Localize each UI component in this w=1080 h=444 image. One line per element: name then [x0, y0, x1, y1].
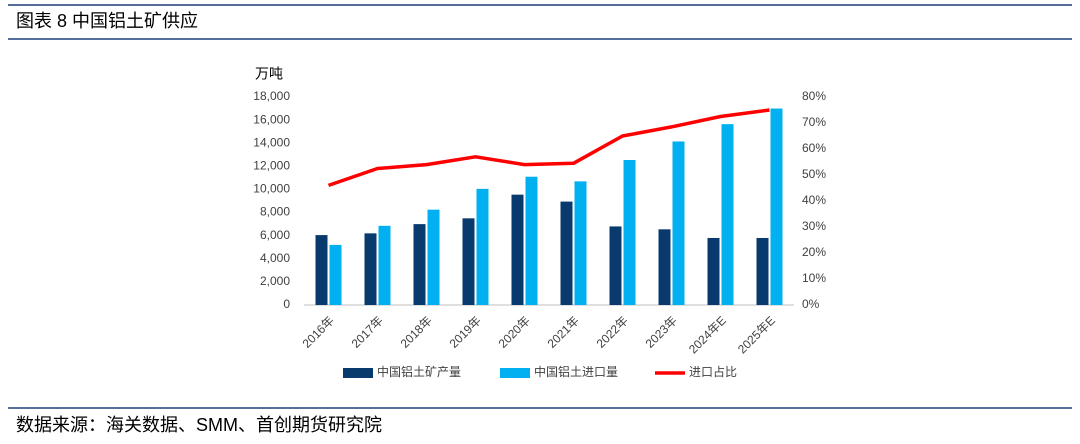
- legend-swatch: [343, 368, 373, 378]
- bar: [658, 229, 671, 305]
- legend-label: 中国铝土矿产量: [377, 364, 461, 379]
- bar: [476, 188, 489, 305]
- y-axis-label: 万吨: [255, 66, 283, 82]
- bar: [511, 194, 524, 305]
- x-tick-label: 2017年: [349, 313, 386, 350]
- y2-tick-label: 20%: [802, 245, 826, 259]
- legend-swatch: [500, 368, 530, 378]
- x-tick-label: 2021年: [545, 313, 582, 350]
- line-series: [327, 108, 770, 188]
- bar: [315, 235, 328, 305]
- bar: [707, 237, 720, 305]
- y-tick-label: 0: [283, 297, 290, 311]
- x-tick-label: 2016年: [300, 313, 337, 350]
- x-tick-label: 2019年: [447, 313, 484, 350]
- bar: [672, 141, 685, 305]
- y2-tick-label: 50%: [802, 167, 826, 181]
- source-note: 数据来源：海关数据、SMM、首创期货研究院: [16, 415, 382, 435]
- bar: [623, 159, 636, 305]
- y2-tick-label: 60%: [802, 141, 826, 155]
- bar: [378, 225, 391, 305]
- bar: [462, 218, 475, 305]
- x-tick-label: 2020年: [496, 313, 533, 350]
- y2-tick-label: 70%: [802, 115, 826, 129]
- y-tick-label: 8,000: [260, 205, 290, 219]
- y-tick-label: 16,000: [253, 112, 290, 126]
- bar: [721, 124, 734, 306]
- bar: [609, 226, 622, 305]
- y2-tick-label: 0%: [802, 297, 820, 311]
- y-tick-label: 4,000: [260, 251, 290, 265]
- bar: [560, 201, 573, 305]
- y2-tick-label: 30%: [802, 219, 826, 233]
- legend-label: 中国铝土进口量: [534, 364, 618, 379]
- x-tick-label: 2024年E: [686, 313, 729, 356]
- y-tick-label: 10,000: [253, 182, 290, 196]
- x-tick-label: 2022年: [594, 313, 631, 350]
- chart-title: 图表 8 中国铝土矿供应: [16, 11, 198, 31]
- y-tick-label: 14,000: [253, 135, 290, 149]
- y2-tick-label: 80%: [802, 89, 826, 103]
- y-tick-label: 2,000: [260, 274, 290, 288]
- y2-tick-label: 40%: [802, 193, 826, 207]
- bar: [770, 108, 783, 305]
- y-tick-label: 12,000: [253, 159, 290, 173]
- bar: [525, 176, 538, 305]
- y-tick-label: 6,000: [260, 228, 290, 242]
- bar: [574, 181, 587, 305]
- bar: [413, 224, 426, 305]
- bar: [756, 237, 769, 305]
- x-tick-label: 2018年: [398, 313, 435, 350]
- x-tick-label: 2023年: [643, 313, 680, 350]
- legend-label: 进口占比: [689, 364, 737, 379]
- bar: [329, 244, 342, 305]
- bar: [364, 233, 377, 305]
- y-tick-label: 18,000: [253, 89, 290, 103]
- y2-tick-label: 10%: [802, 271, 826, 285]
- bar: [427, 209, 440, 305]
- x-tick-label: 2025年E: [735, 313, 778, 356]
